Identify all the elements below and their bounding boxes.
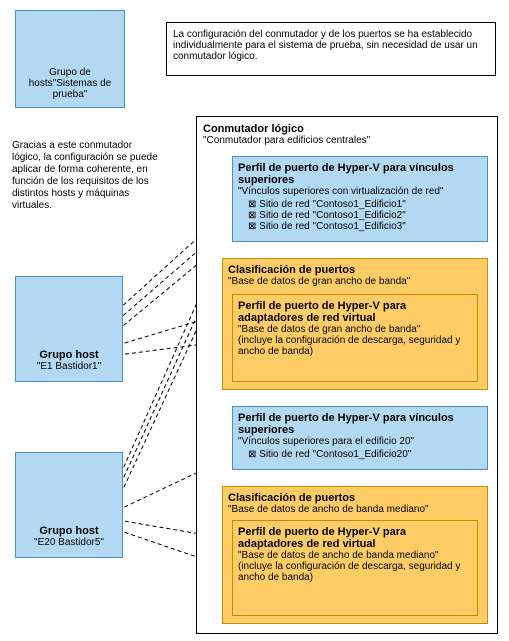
vnic2-subtitle: "Base de datos de ancho de banda mediano…: [238, 550, 472, 561]
class2-subtitle: "Base de datos de ancho de banda mediano…: [228, 504, 482, 515]
host2-subtitle: "E20 Bastidor5": [16, 537, 122, 548]
host1-subtitle: "E1 Bastidor1": [16, 361, 122, 372]
switch-title: Conmutador lógico: [203, 123, 491, 135]
host1-title: Grupo host: [16, 349, 122, 361]
uplink2-title: Perfil de puerto de Hyper-V para vínculo…: [238, 412, 482, 436]
site-20: ⊠ Sitio de red "Contoso1_Edificio20": [248, 449, 482, 460]
uplink-profile-1: Perfil de puerto de Hyper-V para vínculo…: [232, 156, 488, 242]
site-1: ⊠ Sitio de red "Contoso1_Edificio1": [248, 199, 482, 210]
uplink1-subtitle: "Vínculos superiores con virtualización …: [238, 186, 482, 197]
uplink1-title: Perfil de puerto de Hyper-V para vínculo…: [238, 162, 482, 186]
note-left: Gracias a este conmutador lógico, la con…: [12, 140, 162, 212]
vnic2-note: (incluye la configuración de descarga, s…: [238, 561, 472, 583]
vnic1-title: Perfil de puerto de Hyper-V para adaptad…: [238, 300, 472, 324]
note-top: La configuración del conmutador y de los…: [166, 22, 496, 76]
test-host-label: Grupo de hosts"Sistemas de prueba": [29, 67, 111, 100]
vnic1-subtitle: "Base de datos de gran ancho de banda": [238, 324, 472, 335]
host-group-1: Grupo host "E1 Bastidor1": [15, 276, 123, 382]
uplink2-subtitle: "Vínculos superiores para el edificio 20…: [238, 436, 482, 447]
host-group-2: Grupo host "E20 Bastidor5": [15, 452, 123, 558]
class2-title: Clasificación de puertos: [228, 492, 482, 504]
vnic2-title: Perfil de puerto de Hyper-V para adaptad…: [238, 526, 472, 550]
site-2: ⊠ Sitio de red "Contoso1_Edificio2": [248, 210, 482, 221]
test-host-group: Grupo de hosts"Sistemas de prueba": [15, 10, 125, 108]
class1-subtitle: "Base de datos de gran ancho de banda": [228, 276, 482, 287]
class1-title: Clasificación de puertos: [228, 264, 482, 276]
note-top-text: La configuración del conmutador y de los…: [173, 29, 478, 62]
vnic1-note: (incluye la configuración de descarga, s…: [238, 335, 472, 357]
switch-subtitle: "Conmutador para edificios centrales": [203, 135, 491, 146]
uplink-profile-2: Perfil de puerto de Hyper-V para vínculo…: [232, 406, 488, 470]
site-3: ⊠ Sitio de red "Contoso1_Edificio3": [248, 221, 482, 232]
host2-title: Grupo host: [16, 525, 122, 537]
note-left-text: Gracias a este conmutador lógico, la con…: [12, 140, 158, 211]
vnic-profile-2: Perfil de puerto de Hyper-V para adaptad…: [232, 520, 478, 616]
vnic-profile-1: Perfil de puerto de Hyper-V para adaptad…: [232, 294, 478, 382]
